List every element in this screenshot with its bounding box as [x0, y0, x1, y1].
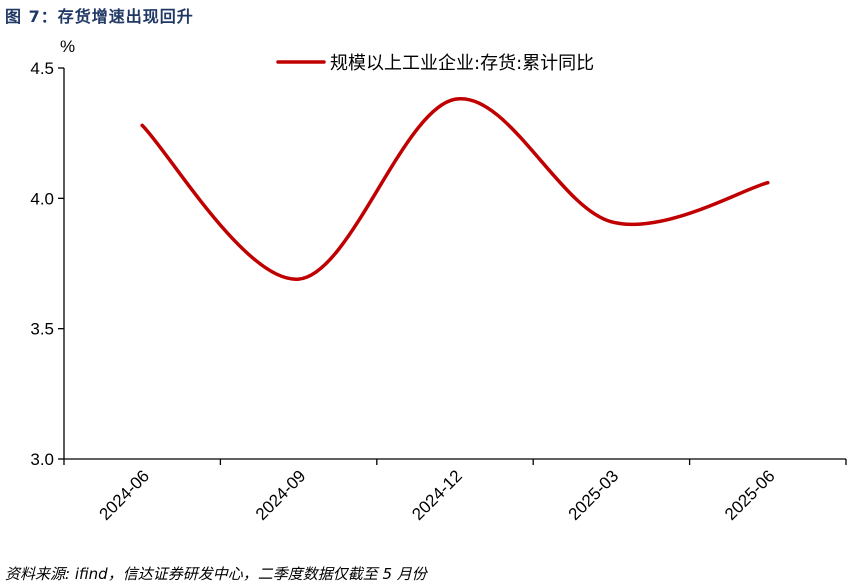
x-tick-label: 2024-06: [95, 466, 153, 524]
y-tick-label: 4.5: [30, 59, 54, 78]
y-axis-ticks: 3.0 3.5 4.0 4.5: [30, 59, 64, 469]
x-tick-label: 2024-09: [252, 466, 310, 524]
data-point: [453, 97, 457, 101]
x-tick-label: 2025-03: [565, 466, 623, 524]
data-point: [140, 123, 144, 127]
data-point: [609, 220, 614, 224]
figure-source: 资料来源: ifind，信达证券研发中心，二季度数据仅截至 5 月份: [5, 565, 427, 583]
series-line: [140, 97, 770, 281]
y-tick-label: 3.5: [30, 320, 54, 339]
x-tick-label: 2024-12: [408, 466, 466, 524]
x-tick-label: 2025-06: [721, 466, 779, 524]
data-point: [766, 181, 770, 185]
series-layer: [140, 97, 770, 281]
figure-title: 图 7：存货增速出现回升: [5, 7, 194, 26]
y-tick-label: 4.0: [30, 189, 54, 208]
x-axis-ticks: 2024-06 2024-09 2024-12 2025-03 2025-06: [63, 459, 847, 524]
y-axis-unit-label: %: [60, 37, 75, 56]
y-tick-label: 3.0: [30, 450, 54, 469]
legend: 规模以上工业企业:存货:累计同比: [276, 53, 594, 74]
legend-label: 规模以上工业企业:存货:累计同比: [330, 53, 594, 74]
axes: [63, 68, 846, 460]
data-point: [297, 277, 301, 281]
